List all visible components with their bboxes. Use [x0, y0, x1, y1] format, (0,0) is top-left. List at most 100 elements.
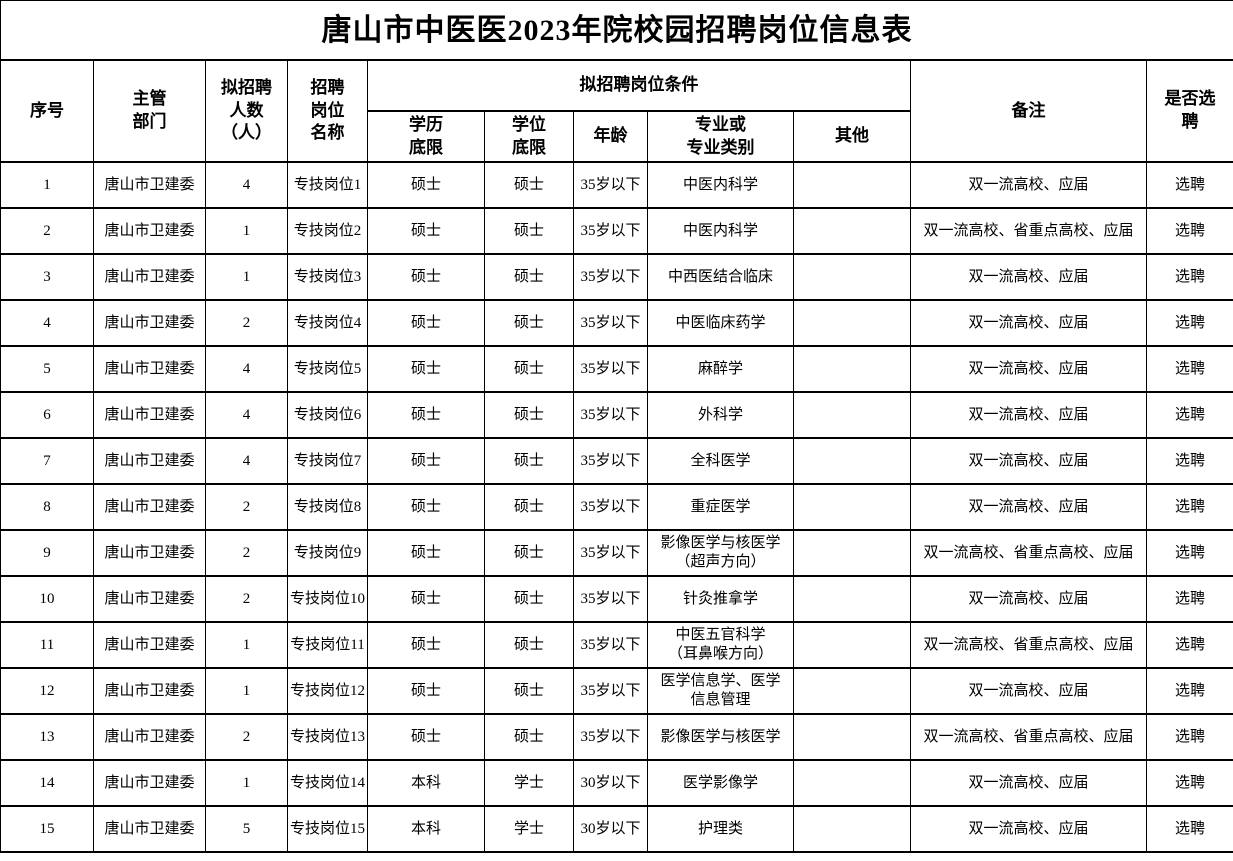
cell-other	[793, 575, 911, 623]
column-header-degree: 学位 底限	[484, 110, 574, 163]
cell-index: 15	[0, 805, 94, 853]
cell-other	[793, 299, 911, 347]
cell-index: 4	[0, 299, 94, 347]
cell-major: 影像医学与核医学	[647, 713, 794, 761]
cell-selection: 选聘	[1145, 621, 1233, 669]
cell-degree: 学士	[484, 805, 574, 853]
cell-remark: 双一流高校、应届	[910, 345, 1147, 393]
cell-education: 硕士	[367, 391, 485, 439]
table-body: 1 唐山市卫建委 4 专技岗位1 硕士 硕士 35岁以下 中医内科学 双一流高校…	[0, 161, 1233, 853]
cell-department: 唐山市卫建委	[93, 299, 206, 347]
cell-education: 硕士	[367, 483, 485, 531]
cell-selection: 选聘	[1145, 805, 1233, 853]
cell-index: 1	[0, 161, 94, 209]
cell-age: 35岁以下	[573, 253, 648, 301]
cell-department: 唐山市卫建委	[93, 391, 206, 439]
cell-index: 5	[0, 345, 94, 393]
column-header-remark: 备注	[910, 59, 1147, 163]
cell-remark: 双一流高校、省重点高校、应届	[910, 207, 1147, 255]
cell-other	[793, 713, 911, 761]
cell-degree: 硕士	[484, 391, 574, 439]
cell-remark: 双一流高校、应届	[910, 391, 1147, 439]
cell-age: 35岁以下	[573, 299, 648, 347]
cell-major: 全科医学	[647, 437, 794, 485]
cell-department: 唐山市卫建委	[93, 345, 206, 393]
cell-department: 唐山市卫建委	[93, 483, 206, 531]
cell-age: 35岁以下	[573, 575, 648, 623]
cell-index: 8	[0, 483, 94, 531]
cell-index: 6	[0, 391, 94, 439]
cell-position: 专技岗位2	[287, 207, 368, 255]
cell-position: 专技岗位4	[287, 299, 368, 347]
cell-degree: 硕士	[484, 529, 574, 577]
table-row: 7 唐山市卫建委 4 专技岗位7 硕士 硕士 35岁以下 全科医学 双一流高校、…	[0, 437, 1233, 485]
cell-age: 35岁以下	[573, 621, 648, 669]
cell-degree: 硕士	[484, 437, 574, 485]
cell-index: 10	[0, 575, 94, 623]
table-title-row: 唐山市中医医2023年院校园招聘岗位信息表	[0, 0, 1233, 61]
cell-position: 专技岗位8	[287, 483, 368, 531]
column-header-other: 其他	[793, 110, 911, 163]
cell-remark: 双一流高校、应届	[910, 299, 1147, 347]
cell-other	[793, 345, 911, 393]
cell-major: 中医内科学	[647, 161, 794, 209]
header-row-1: 序号 主管 部门 拟招聘 人数 （人） 招聘 岗位 名称 拟招聘岗位条件 备注 …	[0, 59, 1233, 163]
cell-index: 7	[0, 437, 94, 485]
table-row: 2 唐山市卫建委 1 专技岗位2 硕士 硕士 35岁以下 中医内科学 双一流高校…	[0, 207, 1233, 255]
cell-degree: 硕士	[484, 713, 574, 761]
cell-selection: 选聘	[1145, 253, 1233, 301]
cell-department: 唐山市卫建委	[93, 805, 206, 853]
cell-selection: 选聘	[1145, 759, 1233, 807]
cell-position: 专技岗位13	[287, 713, 368, 761]
column-header-headcount: 拟招聘 人数 （人）	[205, 59, 288, 163]
cell-other	[793, 529, 911, 577]
cell-remark: 双一流高校、省重点高校、应届	[910, 713, 1147, 761]
cell-age: 30岁以下	[573, 805, 648, 853]
cell-other	[793, 391, 911, 439]
cell-degree: 学士	[484, 759, 574, 807]
cell-degree: 硕士	[484, 483, 574, 531]
page-title: 唐山市中医医2023年院校园招聘岗位信息表	[0, 0, 1233, 61]
cell-other	[793, 207, 911, 255]
cell-department: 唐山市卫建委	[93, 575, 206, 623]
cell-headcount: 2	[205, 529, 288, 577]
cell-department: 唐山市卫建委	[93, 759, 206, 807]
cell-education: 硕士	[367, 621, 485, 669]
cell-department: 唐山市卫建委	[93, 161, 206, 209]
cell-education: 硕士	[367, 207, 485, 255]
table-row: 12 唐山市卫建委 1 专技岗位12 硕士 硕士 35岁以下 医学信息学、医学 …	[0, 667, 1233, 715]
cell-remark: 双一流高校、省重点高校、应届	[910, 529, 1147, 577]
cell-degree: 硕士	[484, 667, 574, 715]
cell-degree: 硕士	[484, 207, 574, 255]
cell-index: 14	[0, 759, 94, 807]
cell-education: 硕士	[367, 299, 485, 347]
cell-selection: 选聘	[1145, 207, 1233, 255]
cell-age: 30岁以下	[573, 759, 648, 807]
cell-remark: 双一流高校、省重点高校、应届	[910, 621, 1147, 669]
cell-index: 9	[0, 529, 94, 577]
cell-age: 35岁以下	[573, 345, 648, 393]
cell-position: 专技岗位10	[287, 575, 368, 623]
cell-major: 影像医学与核医学 （超声方向）	[647, 529, 794, 577]
cell-position: 专技岗位9	[287, 529, 368, 577]
cell-age: 35岁以下	[573, 667, 648, 715]
cell-remark: 双一流高校、应届	[910, 759, 1147, 807]
cell-position: 专技岗位3	[287, 253, 368, 301]
cell-remark: 双一流高校、应届	[910, 483, 1147, 531]
cell-other	[793, 667, 911, 715]
cell-education: 硕士	[367, 713, 485, 761]
cell-index: 12	[0, 667, 94, 715]
cell-department: 唐山市卫建委	[93, 207, 206, 255]
cell-other	[793, 621, 911, 669]
table-row: 3 唐山市卫建委 1 专技岗位3 硕士 硕士 35岁以下 中西医结合临床 双一流…	[0, 253, 1233, 301]
cell-position: 专技岗位5	[287, 345, 368, 393]
cell-position: 专技岗位1	[287, 161, 368, 209]
cell-headcount: 4	[205, 437, 288, 485]
table-row: 1 唐山市卫建委 4 专技岗位1 硕士 硕士 35岁以下 中医内科学 双一流高校…	[0, 161, 1233, 209]
column-header-age: 年龄	[573, 110, 648, 163]
cell-degree: 硕士	[484, 575, 574, 623]
header-row-2: 学历 底限 学位 底限 年龄 专业或 专业类别 其他	[1, 110, 1233, 163]
column-header-conditions-group: 拟招聘岗位条件	[367, 59, 911, 112]
cell-selection: 选聘	[1145, 437, 1233, 485]
cell-department: 唐山市卫建委	[93, 437, 206, 485]
